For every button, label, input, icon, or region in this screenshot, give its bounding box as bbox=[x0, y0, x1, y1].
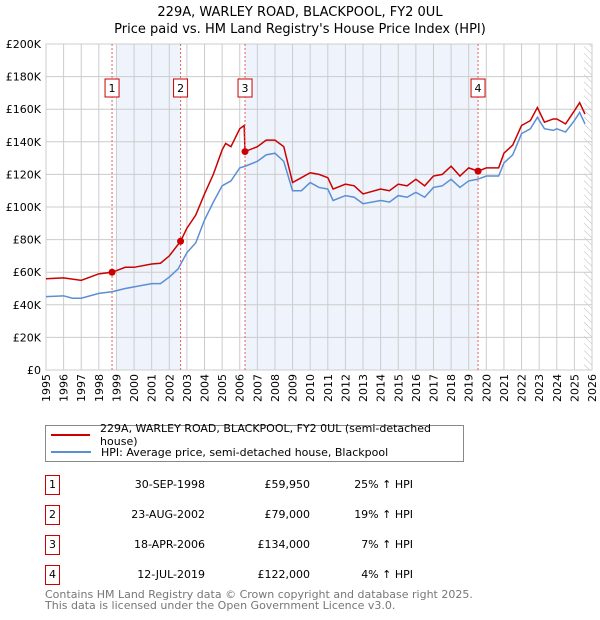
sale-hpi-change: 4% ↑ HPI bbox=[361, 568, 413, 581]
sale-marker-label: 1 bbox=[109, 82, 116, 95]
y-tick-label: £40K bbox=[13, 299, 42, 312]
legend-label-property: 229A, WARLEY ROAD, BLACKPOOL, FY2 0UL (s… bbox=[100, 422, 431, 448]
sale-price: £79,000 bbox=[264, 508, 311, 521]
x-tick-label: 2004 bbox=[199, 374, 212, 402]
x-tick-label: 1996 bbox=[58, 374, 71, 402]
sale-date: 23-AUG-2002 bbox=[131, 508, 205, 521]
sale-point bbox=[108, 268, 116, 276]
sale-point bbox=[241, 148, 249, 156]
y-tick-label: £80K bbox=[13, 234, 42, 247]
sale-number: 1 bbox=[45, 475, 60, 495]
plot-area: 1995 1996 1997 1998 1999 2000 2001 2002 2003 2004… bbox=[6, 38, 599, 402]
x-tick-label: 2017 bbox=[427, 374, 440, 402]
sale-number: 2 bbox=[45, 505, 60, 525]
sale-date: 18-APR-2006 bbox=[133, 538, 205, 551]
sale-marker-box bbox=[237, 78, 253, 98]
x-tick-label: 2026 bbox=[586, 374, 599, 402]
sale-hpi-change: 19% ↑ HPI bbox=[354, 508, 413, 521]
x-tick-label: 2025 bbox=[568, 374, 581, 402]
footer-line-1: Contains HM Land Registry data © Crown c… bbox=[45, 588, 473, 601]
legend-label-hpi: HPI: Average price, semi-detached house,… bbox=[101, 445, 389, 459]
x-tick-label: 2010 bbox=[304, 374, 317, 402]
sale-point bbox=[474, 167, 482, 175]
y-tick-label: £0 bbox=[27, 364, 41, 377]
x-tick-label: 2016 bbox=[410, 374, 423, 402]
x-tick-label: 1999 bbox=[110, 374, 123, 402]
sale-marker-label: 2 bbox=[177, 82, 184, 95]
y-tick-label: £100K bbox=[6, 201, 42, 214]
x-tick-label: 2018 bbox=[445, 374, 458, 402]
sale-marker-label: 3 bbox=[242, 82, 249, 95]
x-tick-label: 2007 bbox=[251, 374, 264, 402]
sale-price: £134,000 bbox=[257, 538, 311, 551]
x-tick-label: 2013 bbox=[357, 374, 370, 402]
legend-item-hpi: HPI: Average price, semi-detached house,… bbox=[51, 444, 388, 460]
y-tick-label: £180K bbox=[6, 71, 42, 84]
y-tick-label: £200K bbox=[6, 38, 42, 51]
sale-row: 1 30-SEP-1998 £59,950 25% ↑ HPI bbox=[45, 475, 465, 495]
y-tick-label: £120K bbox=[6, 168, 42, 181]
sale-marker-box bbox=[173, 78, 189, 98]
plot-border bbox=[45, 43, 593, 371]
legend-item-property: 229A, WARLEY ROAD, BLACKPOOL, FY2 0UL (s… bbox=[51, 422, 463, 448]
x-tick-label: 2019 bbox=[463, 374, 476, 402]
sale-hpi-change: 25% ↑ HPI bbox=[354, 478, 413, 491]
x-tick-label: 1997 bbox=[75, 374, 88, 402]
x-tick-label: 2011 bbox=[322, 374, 335, 402]
x-tick-label: 2015 bbox=[392, 374, 405, 402]
sale-date: 12-JUL-2019 bbox=[137, 568, 205, 581]
sale-marker-box bbox=[104, 78, 120, 98]
legend-swatch-property bbox=[51, 434, 91, 436]
y-tick-label: £60K bbox=[13, 266, 42, 279]
x-tick-label: 2002 bbox=[163, 374, 176, 402]
sale-price: £122,000 bbox=[257, 568, 311, 581]
x-tick-label: 2001 bbox=[146, 374, 159, 402]
x-tick-label: 2008 bbox=[269, 374, 282, 402]
sale-price: £59,950 bbox=[264, 478, 311, 491]
sale-row: 3 18-APR-2006 £134,000 7% ↑ HPI bbox=[45, 535, 465, 555]
sale-row: 4 12-JUL-2019 £122,000 4% ↑ HPI bbox=[45, 565, 465, 585]
x-tick-label: 1995 bbox=[40, 374, 53, 402]
x-tick-label: 2012 bbox=[339, 374, 352, 402]
sale-marker-label: 4 bbox=[475, 82, 482, 95]
y-tick-label: £20K bbox=[13, 331, 42, 344]
hpi-line bbox=[45, 110, 586, 300]
sale-hpi-change: 7% ↑ HPI bbox=[361, 538, 413, 551]
legend: 229A, WARLEY ROAD, BLACKPOOL, FY2 0UL (s… bbox=[45, 422, 464, 462]
legend-swatch-hpi bbox=[51, 451, 91, 453]
x-tick-label: 2009 bbox=[287, 374, 300, 402]
x-tick-label: 2021 bbox=[498, 374, 511, 402]
sale-row: 2 23-AUG-2002 £79,000 19% ↑ HPI bbox=[45, 505, 465, 525]
sale-point bbox=[177, 237, 185, 245]
x-tick-label: 2005 bbox=[216, 374, 229, 402]
x-tick-label: 2022 bbox=[516, 374, 529, 402]
x-tick-label: 1998 bbox=[93, 374, 106, 402]
x-tick-label: 2024 bbox=[551, 374, 564, 402]
chart-title: 229A, WARLEY ROAD, BLACKPOOL, FY2 0UL bbox=[157, 5, 443, 20]
footer-line-2: This data is licensed under the Open Gov… bbox=[45, 599, 396, 612]
sale-date: 30-SEP-1998 bbox=[134, 478, 205, 491]
x-tick-label: 2023 bbox=[533, 374, 546, 402]
x-tick-label: 2006 bbox=[234, 374, 247, 402]
x-tick-label: 2014 bbox=[375, 374, 388, 402]
y-tick-label: £140K bbox=[6, 136, 42, 149]
x-tick-label: 2020 bbox=[480, 374, 493, 402]
y-tick-label: £160K bbox=[6, 103, 42, 116]
chart-subtitle: Price paid vs. HM Land Registry's House … bbox=[114, 22, 486, 37]
sale-marker-box bbox=[470, 78, 486, 98]
sale-number: 4 bbox=[45, 565, 60, 585]
sale-number: 3 bbox=[45, 535, 60, 555]
x-tick-label: 2000 bbox=[128, 374, 141, 402]
x-tick-label: 2003 bbox=[181, 374, 194, 402]
